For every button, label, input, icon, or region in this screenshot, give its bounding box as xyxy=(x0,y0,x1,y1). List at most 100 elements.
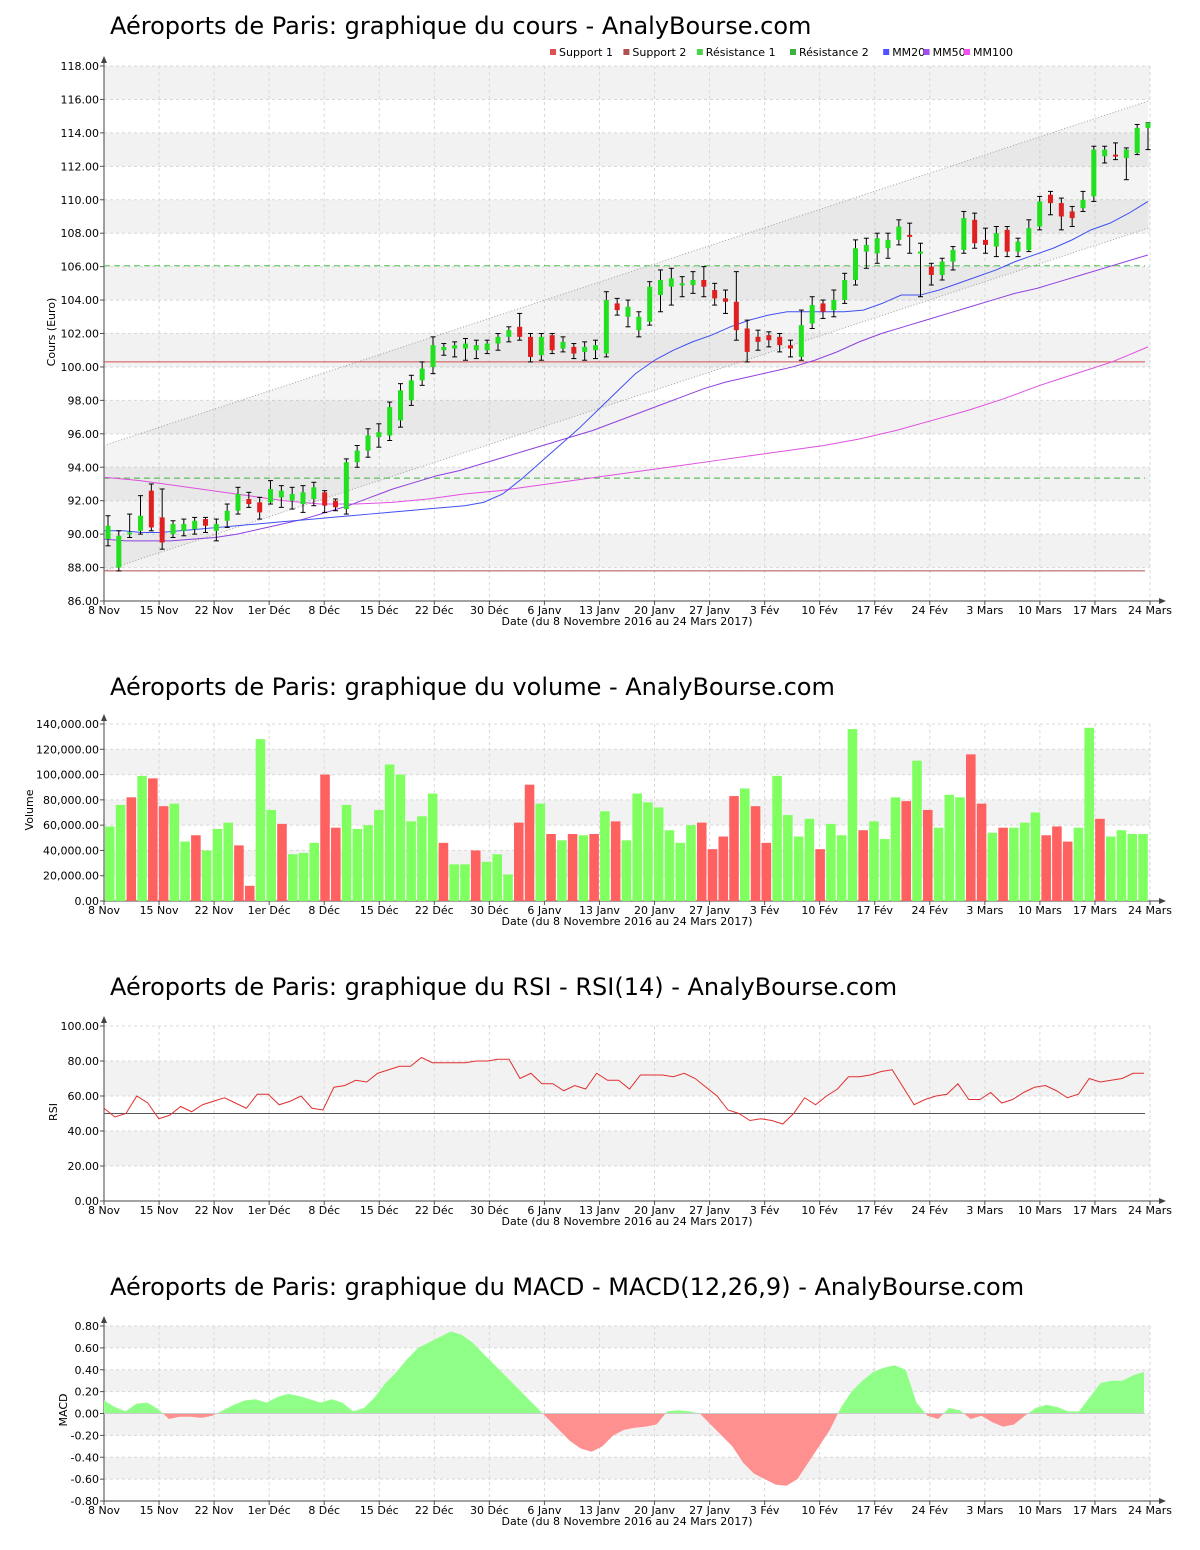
candle xyxy=(690,271,696,294)
y-tick-label: 106.00 xyxy=(61,261,100,274)
x-tick-label: 10 Fév xyxy=(801,904,838,917)
volume-chart: Aéroports de Paris: graphique du volume … xyxy=(23,673,1172,928)
volume-bar xyxy=(696,822,707,901)
candle-body xyxy=(300,492,306,505)
candle-body xyxy=(614,303,620,311)
candle xyxy=(430,336,436,375)
y-tick-label: 90.00 xyxy=(68,528,100,541)
price-chart-title: Aéroports de Paris: graphique du cours -… xyxy=(110,12,811,40)
y-axis-arrow xyxy=(101,56,107,63)
legend-item: Support 2 xyxy=(623,46,686,59)
candle xyxy=(658,269,663,313)
y-tick-label: 80,000.00 xyxy=(43,794,99,807)
candle-body xyxy=(311,487,317,500)
volume-bar xyxy=(158,806,169,901)
price-legend: Support 1 Support 2 Résistance 1 Résistance… xyxy=(550,46,1013,59)
x-tick-label: 24 Mars xyxy=(1128,1504,1172,1517)
candle-body xyxy=(918,251,923,254)
plot-band xyxy=(104,799,1150,826)
candle-body xyxy=(441,346,447,351)
macd-negative-area xyxy=(963,1413,1028,1427)
candle-body xyxy=(246,499,252,505)
candle-body xyxy=(961,218,967,250)
volume-bar xyxy=(922,809,933,901)
macd-positive-area xyxy=(837,1365,926,1414)
x-tick-label: 20 Janv xyxy=(634,1204,675,1217)
volume-bar xyxy=(126,797,137,901)
x-tick-label: 6 Janv xyxy=(527,1504,561,1517)
candle xyxy=(138,495,143,535)
plot-band xyxy=(104,774,1150,800)
candle-body xyxy=(365,435,371,451)
candle xyxy=(614,297,620,316)
volume-bar xyxy=(298,852,309,901)
plot-band xyxy=(104,132,1150,167)
volume-bar xyxy=(331,827,341,901)
y-tick-label: 0.20 xyxy=(75,1386,100,1399)
candle xyxy=(116,530,122,572)
legend-label: MM100 xyxy=(973,46,1013,59)
candle xyxy=(322,490,328,513)
x-tick-label: 1er Déc xyxy=(248,904,291,917)
y-tick-label: 100.00 xyxy=(61,361,100,374)
rsi-chart-title: Aéroports de Paris: graphique du RSI - R… xyxy=(110,973,897,1001)
volume-bar xyxy=(686,825,696,901)
volume-bar xyxy=(675,842,685,901)
candle xyxy=(528,333,533,363)
volume-y-axis-label: Volume xyxy=(23,789,36,830)
candle-body xyxy=(744,328,750,352)
volume-bar xyxy=(826,823,836,901)
legend-swatch xyxy=(923,49,930,55)
volume-bar xyxy=(610,821,621,901)
candle xyxy=(744,319,750,363)
x-tick-label: 10 Mars xyxy=(1018,904,1062,917)
volume-bar xyxy=(772,775,782,901)
candle-body xyxy=(473,345,479,351)
candle-body xyxy=(289,494,295,501)
plot-band xyxy=(104,1457,1150,1480)
volume-bar xyxy=(643,802,653,901)
volume-bar xyxy=(750,806,761,901)
volume-bar xyxy=(287,854,298,901)
y-tick-label: 100,000.00 xyxy=(36,769,99,782)
x-tick-label: 15 Déc xyxy=(360,604,399,617)
volume-bar xyxy=(1073,827,1084,901)
candle xyxy=(289,486,295,510)
macd-negative-area xyxy=(699,1413,838,1486)
candle-body xyxy=(181,524,187,531)
volume-bar xyxy=(869,821,879,901)
candle xyxy=(950,246,956,271)
candle-body xyxy=(1069,211,1075,219)
x-tick-label: 8 Nov xyxy=(88,604,120,617)
candle xyxy=(419,361,425,386)
x-tick-label: 30 Déc xyxy=(470,604,509,617)
x-axis-arrow xyxy=(1159,898,1166,904)
y-tick-label: -0.20 xyxy=(71,1429,99,1442)
candle-body xyxy=(1058,203,1064,217)
candle-body xyxy=(733,301,739,331)
legend-label: Résistance 1 xyxy=(706,46,776,59)
candle xyxy=(127,513,133,538)
volume-bar xyxy=(460,864,470,901)
candle-body xyxy=(831,300,837,311)
x-tick-label: 24 Fév xyxy=(912,604,949,617)
candle-body xyxy=(712,290,718,299)
candle xyxy=(473,339,479,360)
volume-bar xyxy=(729,796,739,901)
volume-bar xyxy=(105,826,115,901)
candle xyxy=(842,272,848,304)
volume-bar xyxy=(524,784,535,901)
legend-swatch xyxy=(964,49,970,55)
candle xyxy=(928,262,934,286)
candle xyxy=(376,423,382,448)
volume-bar xyxy=(363,825,373,901)
macd-negative-area xyxy=(925,1413,944,1419)
x-tick-label: 8 Déc xyxy=(308,1504,340,1517)
macd-positive-area xyxy=(943,1408,964,1414)
macd-positive-area xyxy=(216,1331,543,1414)
candle-body xyxy=(1134,127,1140,153)
volume-bar xyxy=(557,840,567,901)
volume-bar xyxy=(180,841,190,901)
candle-body xyxy=(668,278,674,287)
x-tick-label: 13 Janv xyxy=(579,904,620,917)
